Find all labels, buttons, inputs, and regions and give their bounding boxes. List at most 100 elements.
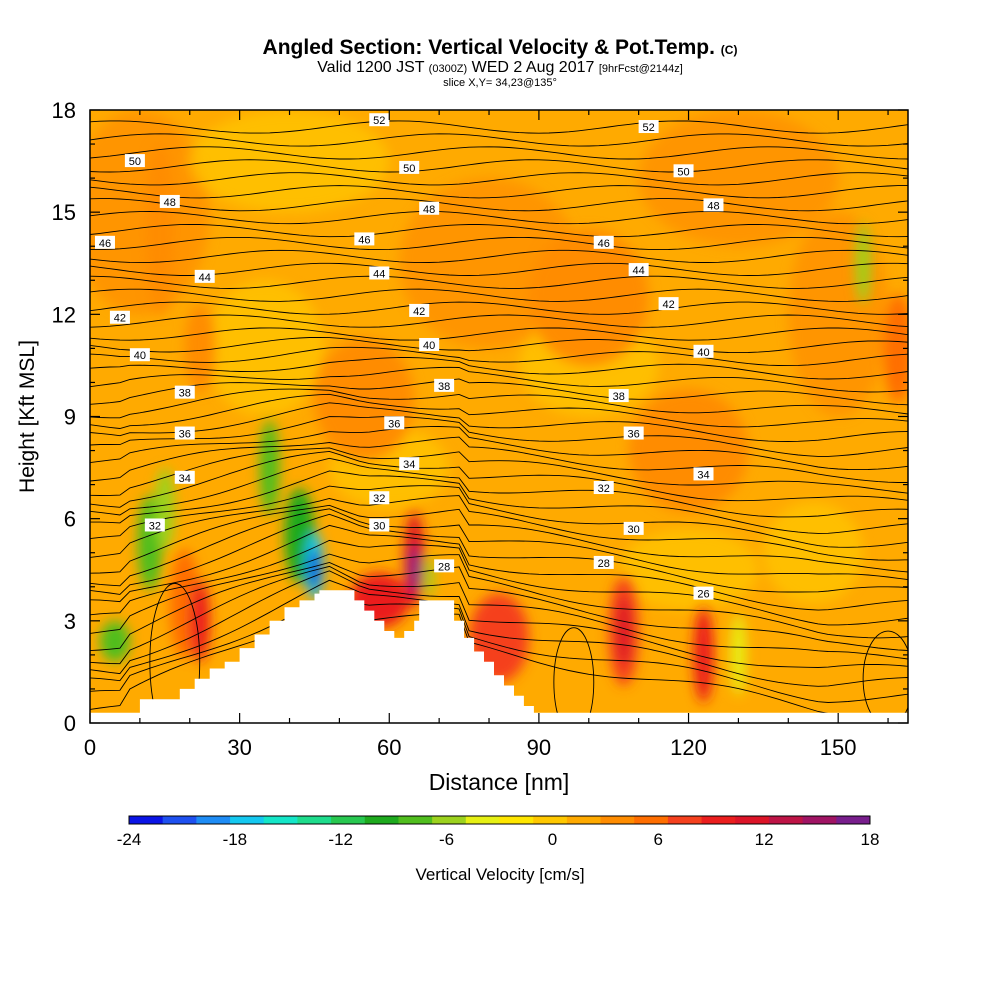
contour-label: 42 [658,297,679,311]
isentrope-line [90,570,908,675]
contour-label-box [628,263,649,277]
contour-label-text: 32 [149,520,161,532]
colorbar-swatch [432,816,467,824]
contour-label-text: 44 [373,268,385,280]
contour-label-text: 52 [643,122,655,134]
isentrope-line [90,159,908,173]
isentrope-line [90,198,908,212]
contour-label: 42 [409,303,430,318]
isentrope-line [90,402,908,442]
contour-label-text: 48 [423,204,435,216]
isentrope-line [90,388,908,419]
isentrope-line [90,146,908,160]
contour-label: 48 [703,198,724,212]
isentrope-line [90,485,908,548]
chart-title-tag: (C) [720,43,738,57]
colorbar-swatch [735,816,770,824]
isentrope-line [90,436,908,483]
velocity-cell [314,338,415,461]
contour-label-box [369,266,390,280]
contour-label-box [638,120,659,134]
contour-label-text: 30 [628,524,640,536]
colorbar-swatch [331,816,366,824]
y-tick-label: 0 [64,711,76,736]
contour-label: 36 [384,416,405,430]
velocity-field: 52 52 50 50 50 48 48 48 46 46 46 44 44 44 42 42 42 40 40 40… [90,110,908,723]
y-tick-label: 18 [52,98,76,123]
contour-label-text: 34 [179,473,191,485]
contour-label-text: 44 [199,272,211,284]
contour-label-box [369,491,390,505]
contour-label-box [144,518,165,532]
contour-label-box [434,378,455,392]
colorbar-swatch [297,816,332,824]
contour-label-text: 36 [388,418,400,430]
contour-label: 44 [369,266,390,280]
contour-label: 42 [109,310,130,325]
subtitle-forecast: [9hrFcst@2144z] [598,63,683,75]
isentrope-line [90,470,908,534]
colorbar-tick-label: 18 [861,830,880,849]
colorbar-swatch [196,816,231,824]
contour-label: 46 [354,232,375,246]
colorbar-swatch [465,816,500,824]
contour-label-text: 46 [598,238,610,250]
colorbar-swatch [701,816,736,824]
contour-label-text: 40 [423,340,435,352]
colorbar-tick-label: 12 [755,830,774,849]
contour-label-text: 40 [134,350,146,362]
contour-label-text: 42 [662,299,674,311]
contour-label-box [194,269,215,283]
velocity-cell [693,607,714,703]
contour-label-box [174,470,195,484]
colorbar: -24 -18 -12 -6 0 6 12 18 Vertical Velocity [cm/s… [117,815,880,884]
contour-label: 50 [124,154,145,168]
contour-label: 38 [174,385,195,400]
colorbar-label: Vertical Velocity [cm/s] [415,865,584,884]
velocity-band [618,528,759,611]
contour-label-text: 48 [707,200,719,212]
contour-label-text: 52 [373,115,385,127]
colorbar-tick-label: -18 [223,830,248,849]
isentrope-line [90,275,908,289]
velocity-cell [883,293,908,403]
velocity-cell [184,304,215,393]
contour-label-text: 26 [697,589,709,601]
x-tick-label: 150 [820,735,857,760]
contour-label-text: 40 [697,347,709,359]
velocity-cell [189,579,210,662]
isentrope-line [90,457,908,518]
contour-label-box [693,586,714,600]
isentrope-line [90,416,908,457]
isentrope-line [90,508,908,587]
x-tick-label: 120 [670,735,707,760]
contour-label-box [658,297,679,311]
isentrope-line [90,393,908,429]
contour-label-box [608,389,629,403]
contour-label-box [703,198,724,212]
isentrope-line [90,327,908,341]
contour-label-text: 36 [179,429,191,441]
contour-label-text: 48 [164,197,176,209]
isentrope-line [90,288,908,302]
colorbar-swatch [230,816,265,824]
contour-label-box [399,160,420,174]
contour-label: 28 [434,559,455,573]
y-tick-label: 9 [64,405,76,430]
contour-label-box [369,113,390,127]
contour-label-box [623,521,644,535]
isentrope-line [90,562,908,652]
contour-label-text: 34 [697,469,709,481]
isentrope-line [90,495,908,561]
chart-title-main: Angled Section: Vertical Velocity & Pot.… [262,36,715,59]
contour-label: 52 [369,113,390,127]
isentrope-line [90,346,908,367]
contour-label: 36 [623,426,644,441]
subtitle-valid: Valid 1200 JST [317,59,425,76]
isentrope-line [90,120,908,134]
colorbar-swatch [836,816,871,824]
contour-label-box [419,337,440,351]
terrain [90,590,908,723]
colorbar-tick-label: -6 [439,830,454,849]
